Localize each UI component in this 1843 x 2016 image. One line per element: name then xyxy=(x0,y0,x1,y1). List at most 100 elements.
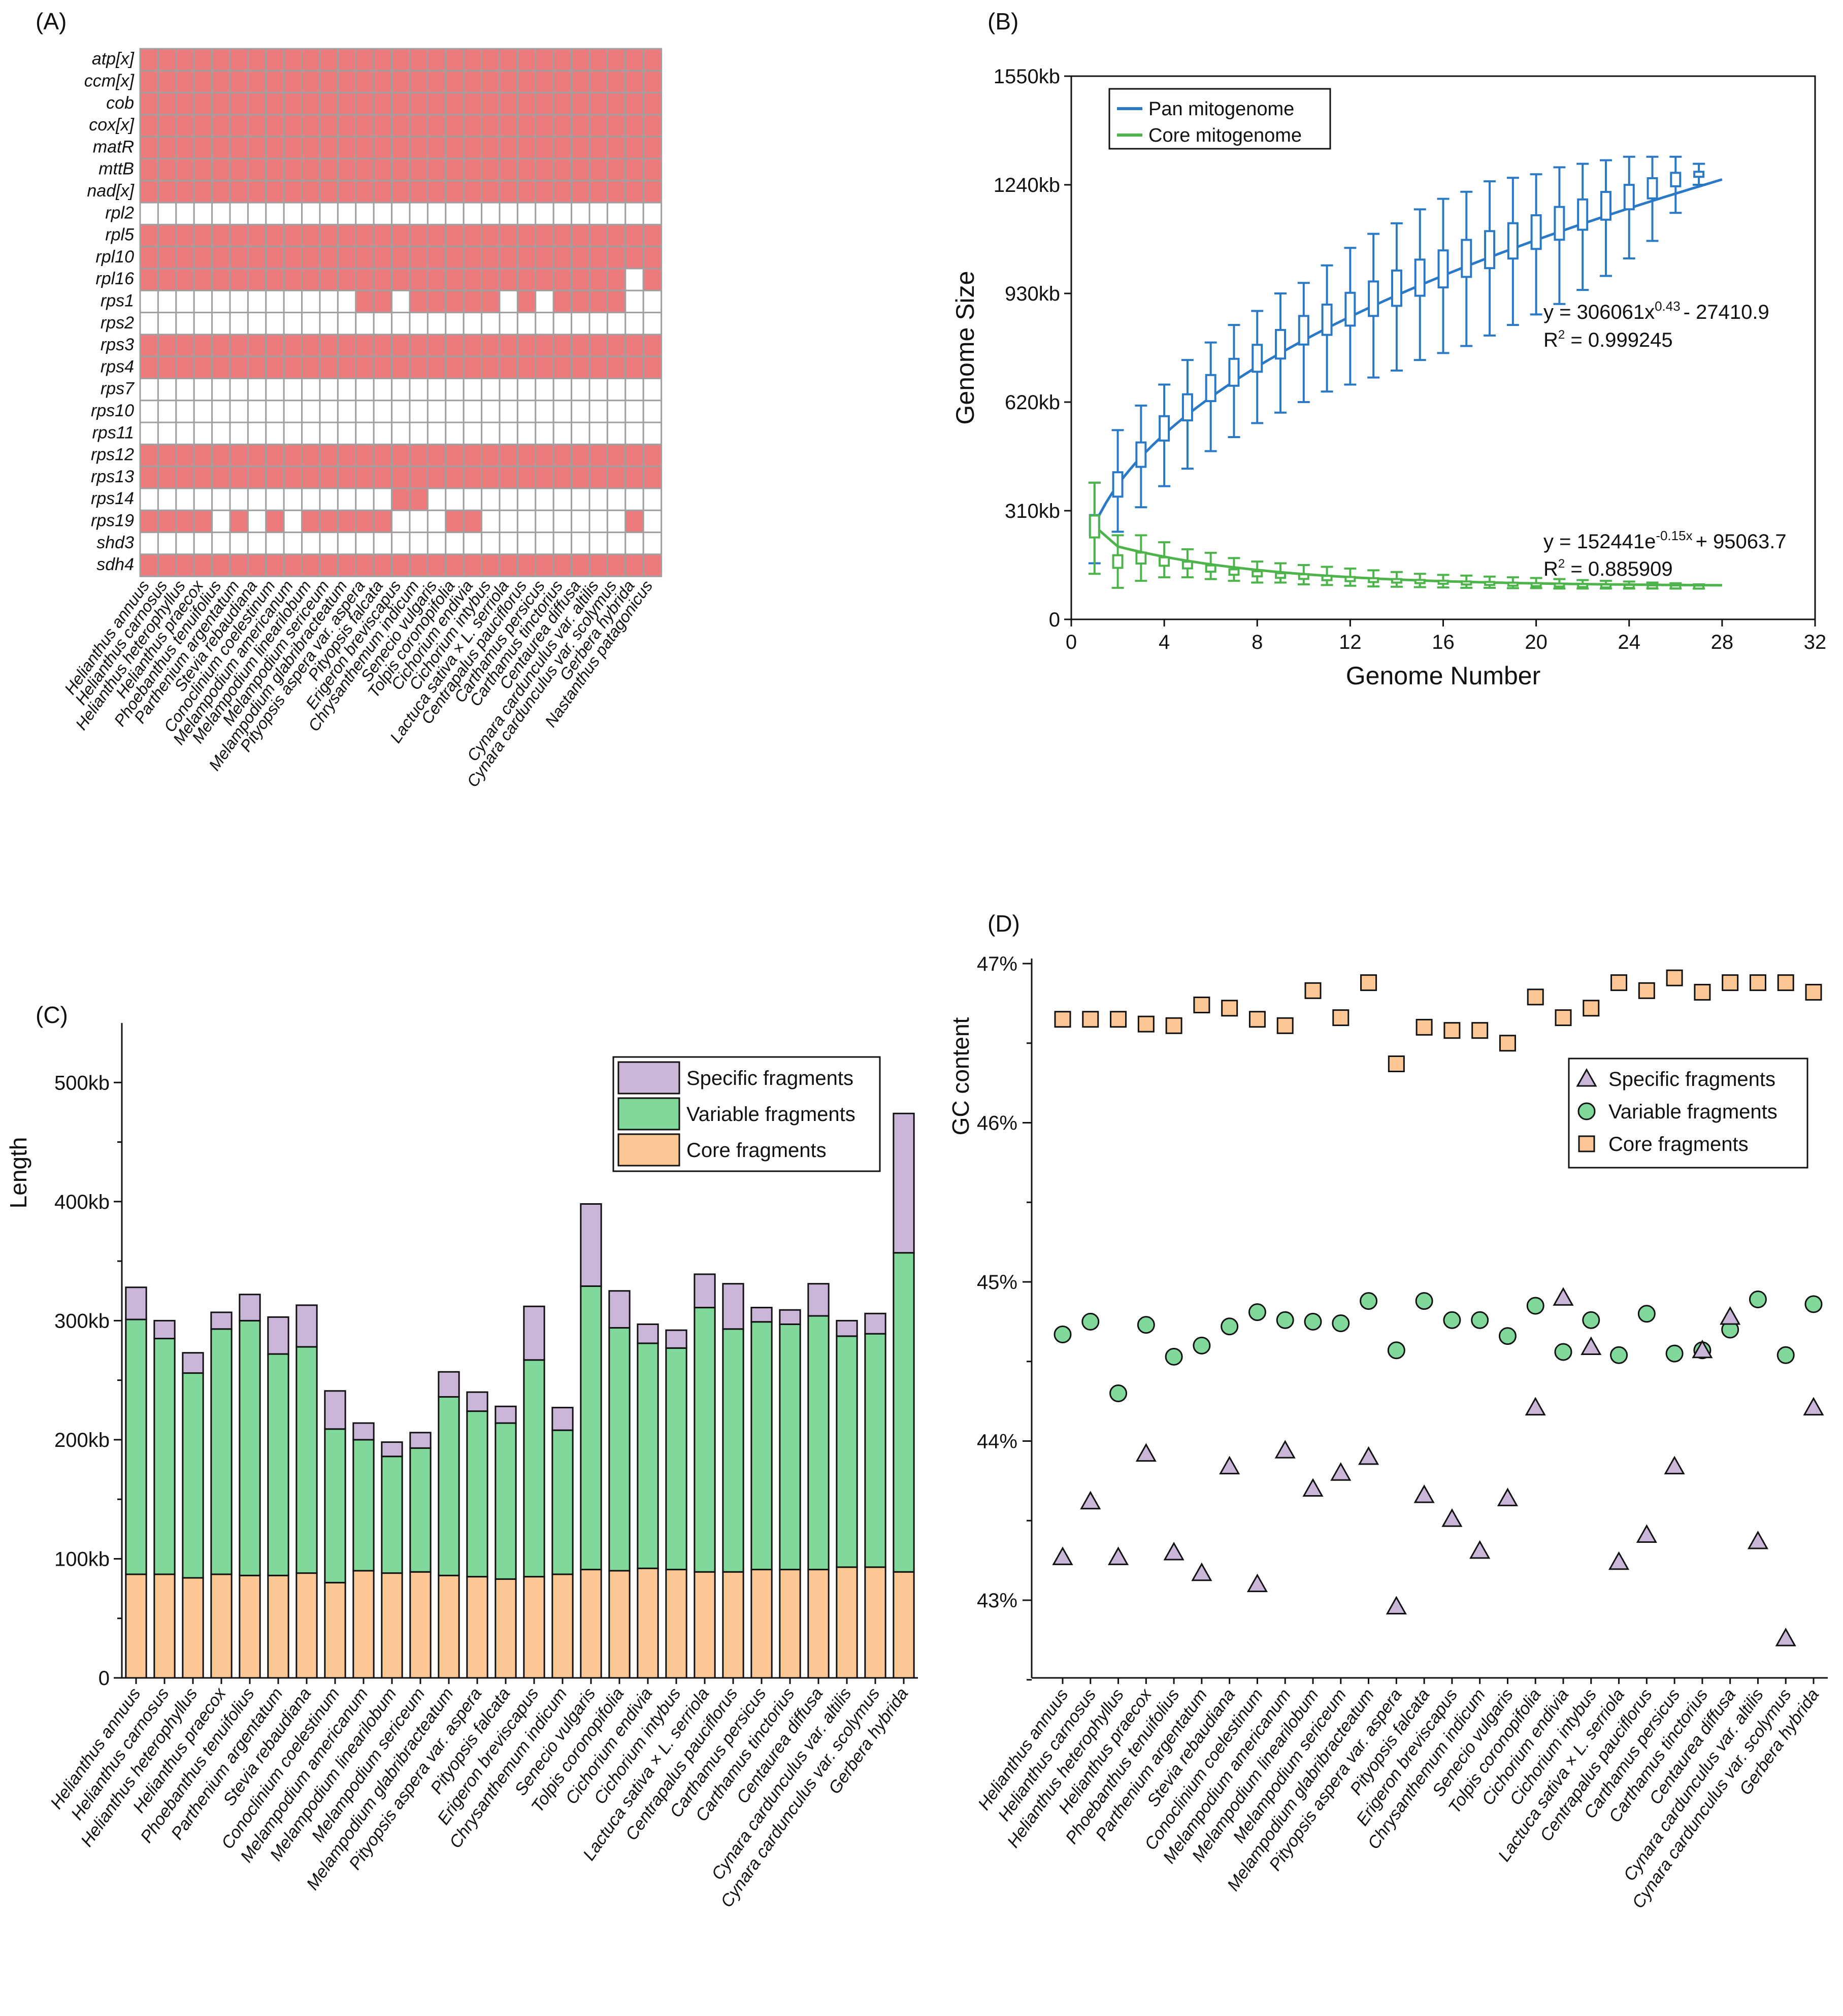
heatmap-cell xyxy=(481,466,501,489)
heatmap-cell xyxy=(445,268,465,291)
heatmap-cell xyxy=(175,92,195,116)
heatmap-cell xyxy=(193,180,213,204)
heatmap-cell xyxy=(175,180,195,204)
heatmap-cell xyxy=(283,334,303,357)
heatmap-cell xyxy=(624,355,644,380)
heatmap-cell xyxy=(463,223,483,248)
heatmap-cell xyxy=(391,180,411,204)
fit-equation-exponent: 0.43 xyxy=(1655,299,1681,314)
heatmap-cell xyxy=(193,289,213,314)
heatmap-cell xyxy=(229,268,249,291)
heatmap-cell xyxy=(283,48,303,72)
heatmap-cell xyxy=(157,312,177,336)
box xyxy=(1554,206,1565,241)
heatmap-cell xyxy=(193,158,213,182)
heatmap-cell xyxy=(588,509,608,534)
heatmap-cell xyxy=(426,466,447,489)
heatmap-cell xyxy=(301,487,321,511)
heatmap-cell xyxy=(606,355,627,380)
heatmap-cell xyxy=(588,268,608,291)
heatmap-cell xyxy=(247,553,267,577)
heatmap-cell xyxy=(355,312,375,336)
core-fragment-bar xyxy=(807,1569,830,1679)
heatmap-cell xyxy=(499,158,518,182)
heatmap-cell xyxy=(499,48,518,72)
heatmap-cell xyxy=(139,443,159,468)
heatmap-cell xyxy=(606,509,627,534)
heatmap-cell xyxy=(265,92,285,116)
heatmap-cell xyxy=(355,400,375,423)
heatmap-cell xyxy=(175,421,195,445)
heatmap-cell xyxy=(157,378,177,402)
heatmap-cell xyxy=(571,223,590,248)
core-fragment-bar xyxy=(324,1581,346,1679)
specific-fragment-point xyxy=(1581,1336,1602,1356)
variable-fragment-point xyxy=(1471,1311,1489,1329)
legend-swatch xyxy=(617,1133,680,1167)
heatmap-cell xyxy=(157,136,177,160)
box xyxy=(1484,230,1496,270)
core-fragment-bar xyxy=(409,1571,432,1679)
heatmap-cell xyxy=(265,355,285,380)
core-fragment-point xyxy=(1555,1009,1572,1027)
heatmap-cell xyxy=(175,532,195,555)
heatmap-cell xyxy=(193,466,213,489)
heatmap-cell xyxy=(481,136,501,160)
heatmap-cell xyxy=(229,136,249,160)
heatmap-cell xyxy=(409,509,429,534)
variable-fragment-bar xyxy=(210,1328,233,1575)
heatmap-cell xyxy=(552,70,573,94)
heatmap-cell xyxy=(463,443,483,468)
heatmap-cell xyxy=(337,48,357,72)
heatmap-cell xyxy=(247,466,267,489)
gene-label: rps2 xyxy=(101,313,134,333)
heatmap-cell xyxy=(283,532,303,555)
heatmap-cell xyxy=(301,532,321,555)
heatmap-cell xyxy=(139,355,159,380)
heatmap-cell xyxy=(157,70,177,94)
heatmap-cell xyxy=(211,158,231,182)
specific-fragment-bar xyxy=(665,1329,687,1349)
heatmap-cell xyxy=(426,312,447,336)
heatmap-cell xyxy=(301,355,321,380)
specific-fragment-point xyxy=(1608,1551,1630,1570)
x-tick-label: 4 xyxy=(1159,631,1170,653)
heatmap-cell xyxy=(265,136,285,160)
box xyxy=(1181,560,1193,570)
heatmap-cell xyxy=(319,553,339,577)
core-fragment-bar xyxy=(722,1571,744,1679)
heatmap-cell xyxy=(319,509,339,534)
heatmap-cell xyxy=(552,443,573,468)
box xyxy=(1623,584,1635,589)
heatmap-cell xyxy=(373,312,393,336)
heatmap-cell xyxy=(211,136,231,160)
heatmap-cell xyxy=(301,268,321,291)
heatmap-cell xyxy=(355,487,375,511)
heatmap-cell xyxy=(229,334,249,357)
heatmap-cell xyxy=(552,223,573,248)
heatmap-cell xyxy=(516,289,537,314)
panel-label-c: (C) xyxy=(36,1002,68,1028)
heatmap-cell xyxy=(265,114,285,138)
heatmap-cell xyxy=(552,400,573,423)
heatmap-cell xyxy=(571,92,590,116)
variable-fragment-point xyxy=(1054,1325,1072,1343)
heatmap-cell xyxy=(606,443,627,468)
heatmap-cell xyxy=(516,378,537,402)
core-fragment-point xyxy=(1416,1018,1433,1036)
heatmap-cell xyxy=(301,246,321,270)
box xyxy=(1414,258,1426,297)
core-fragment-point xyxy=(1248,1011,1266,1028)
heatmap-cell xyxy=(571,334,590,357)
box xyxy=(1135,441,1147,468)
legend-label: Specific fragments xyxy=(1608,1068,1775,1090)
heatmap-cell xyxy=(157,114,177,138)
variable-fragment-point xyxy=(1193,1336,1211,1354)
heatmap-cell xyxy=(355,136,375,160)
heatmap-cell xyxy=(571,355,590,380)
core-fragment-point xyxy=(1638,982,1655,999)
heatmap-cell xyxy=(463,202,483,225)
heatmap-cell xyxy=(337,136,357,160)
